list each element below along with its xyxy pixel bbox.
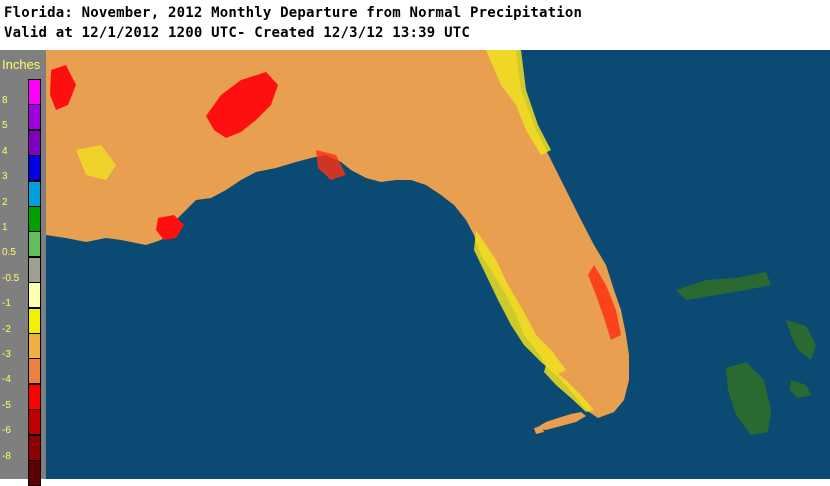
legend-swatch bbox=[28, 155, 41, 182]
map-title: Florida: November, 2012 Monthly Departur… bbox=[4, 5, 583, 21]
precipitation-map bbox=[46, 50, 830, 479]
legend-swatch bbox=[28, 104, 41, 131]
florida-keys bbox=[536, 412, 586, 430]
map-header: Florida: November, 2012 Monthly Departur… bbox=[0, 0, 830, 50]
very-dry-zone-west bbox=[50, 65, 76, 110]
legend-swatch bbox=[28, 409, 41, 436]
map-subtitle: Valid at 12/1/2012 1200 UTC- Created 12/… bbox=[4, 25, 470, 41]
legend-label: 2 bbox=[2, 196, 8, 208]
legend-label: -3 bbox=[2, 349, 11, 360]
legend-swatch bbox=[28, 307, 41, 334]
very-dry-zone-east-coast bbox=[588, 265, 621, 340]
bahamas-grand-bahama bbox=[676, 272, 771, 300]
legend-swatch bbox=[28, 206, 41, 232]
legend-swatch bbox=[28, 434, 41, 461]
dry-zone-southwest-coast bbox=[544, 365, 594, 412]
legend-label: -4 bbox=[2, 374, 11, 386]
legend-swatch bbox=[28, 333, 41, 359]
very-dry-zone-pensacola-bay bbox=[156, 215, 184, 240]
legend-label: -8 bbox=[2, 450, 11, 462]
legend-label: -0.5 bbox=[2, 272, 20, 284]
very-dry-zone-panhandle bbox=[206, 72, 278, 138]
dry-zone-central-florida bbox=[474, 230, 566, 375]
legend-label: -5 bbox=[2, 399, 11, 411]
legend-swatch bbox=[28, 180, 41, 207]
dry-zone-northwest bbox=[76, 145, 116, 180]
legend-swatch bbox=[28, 256, 41, 283]
legend-swatch bbox=[28, 358, 41, 385]
legend-label: 3 bbox=[2, 171, 8, 183]
dry-zone-north-florida bbox=[486, 50, 551, 155]
legend-swatch bbox=[28, 282, 41, 309]
legend-label: 5 bbox=[2, 120, 8, 132]
map-canvas bbox=[46, 50, 830, 479]
legend-swatch bbox=[28, 460, 41, 486]
bahamas-abaco bbox=[786, 320, 816, 360]
dry-zone-apalachicola bbox=[316, 150, 346, 180]
bahamas-small-island bbox=[790, 380, 811, 398]
legend-label: -1 bbox=[2, 298, 11, 310]
legend-label: 1 bbox=[2, 222, 8, 233]
legend-label: 0.5 bbox=[2, 247, 16, 259]
legend-label: -6 bbox=[2, 425, 11, 437]
legend-swatch bbox=[28, 383, 41, 410]
legend-label: 4 bbox=[2, 145, 8, 157]
bahamas-andros bbox=[726, 362, 771, 435]
legend-swatch bbox=[28, 129, 41, 156]
legend-swatch bbox=[28, 231, 41, 258]
legend-unit-label: Inches bbox=[2, 57, 41, 72]
legend-label: -2 bbox=[2, 323, 11, 335]
legend-swatch bbox=[28, 79, 41, 105]
florida-landmass bbox=[46, 50, 629, 418]
legend-label: 8 bbox=[2, 95, 8, 106]
key-west-island bbox=[534, 426, 544, 434]
